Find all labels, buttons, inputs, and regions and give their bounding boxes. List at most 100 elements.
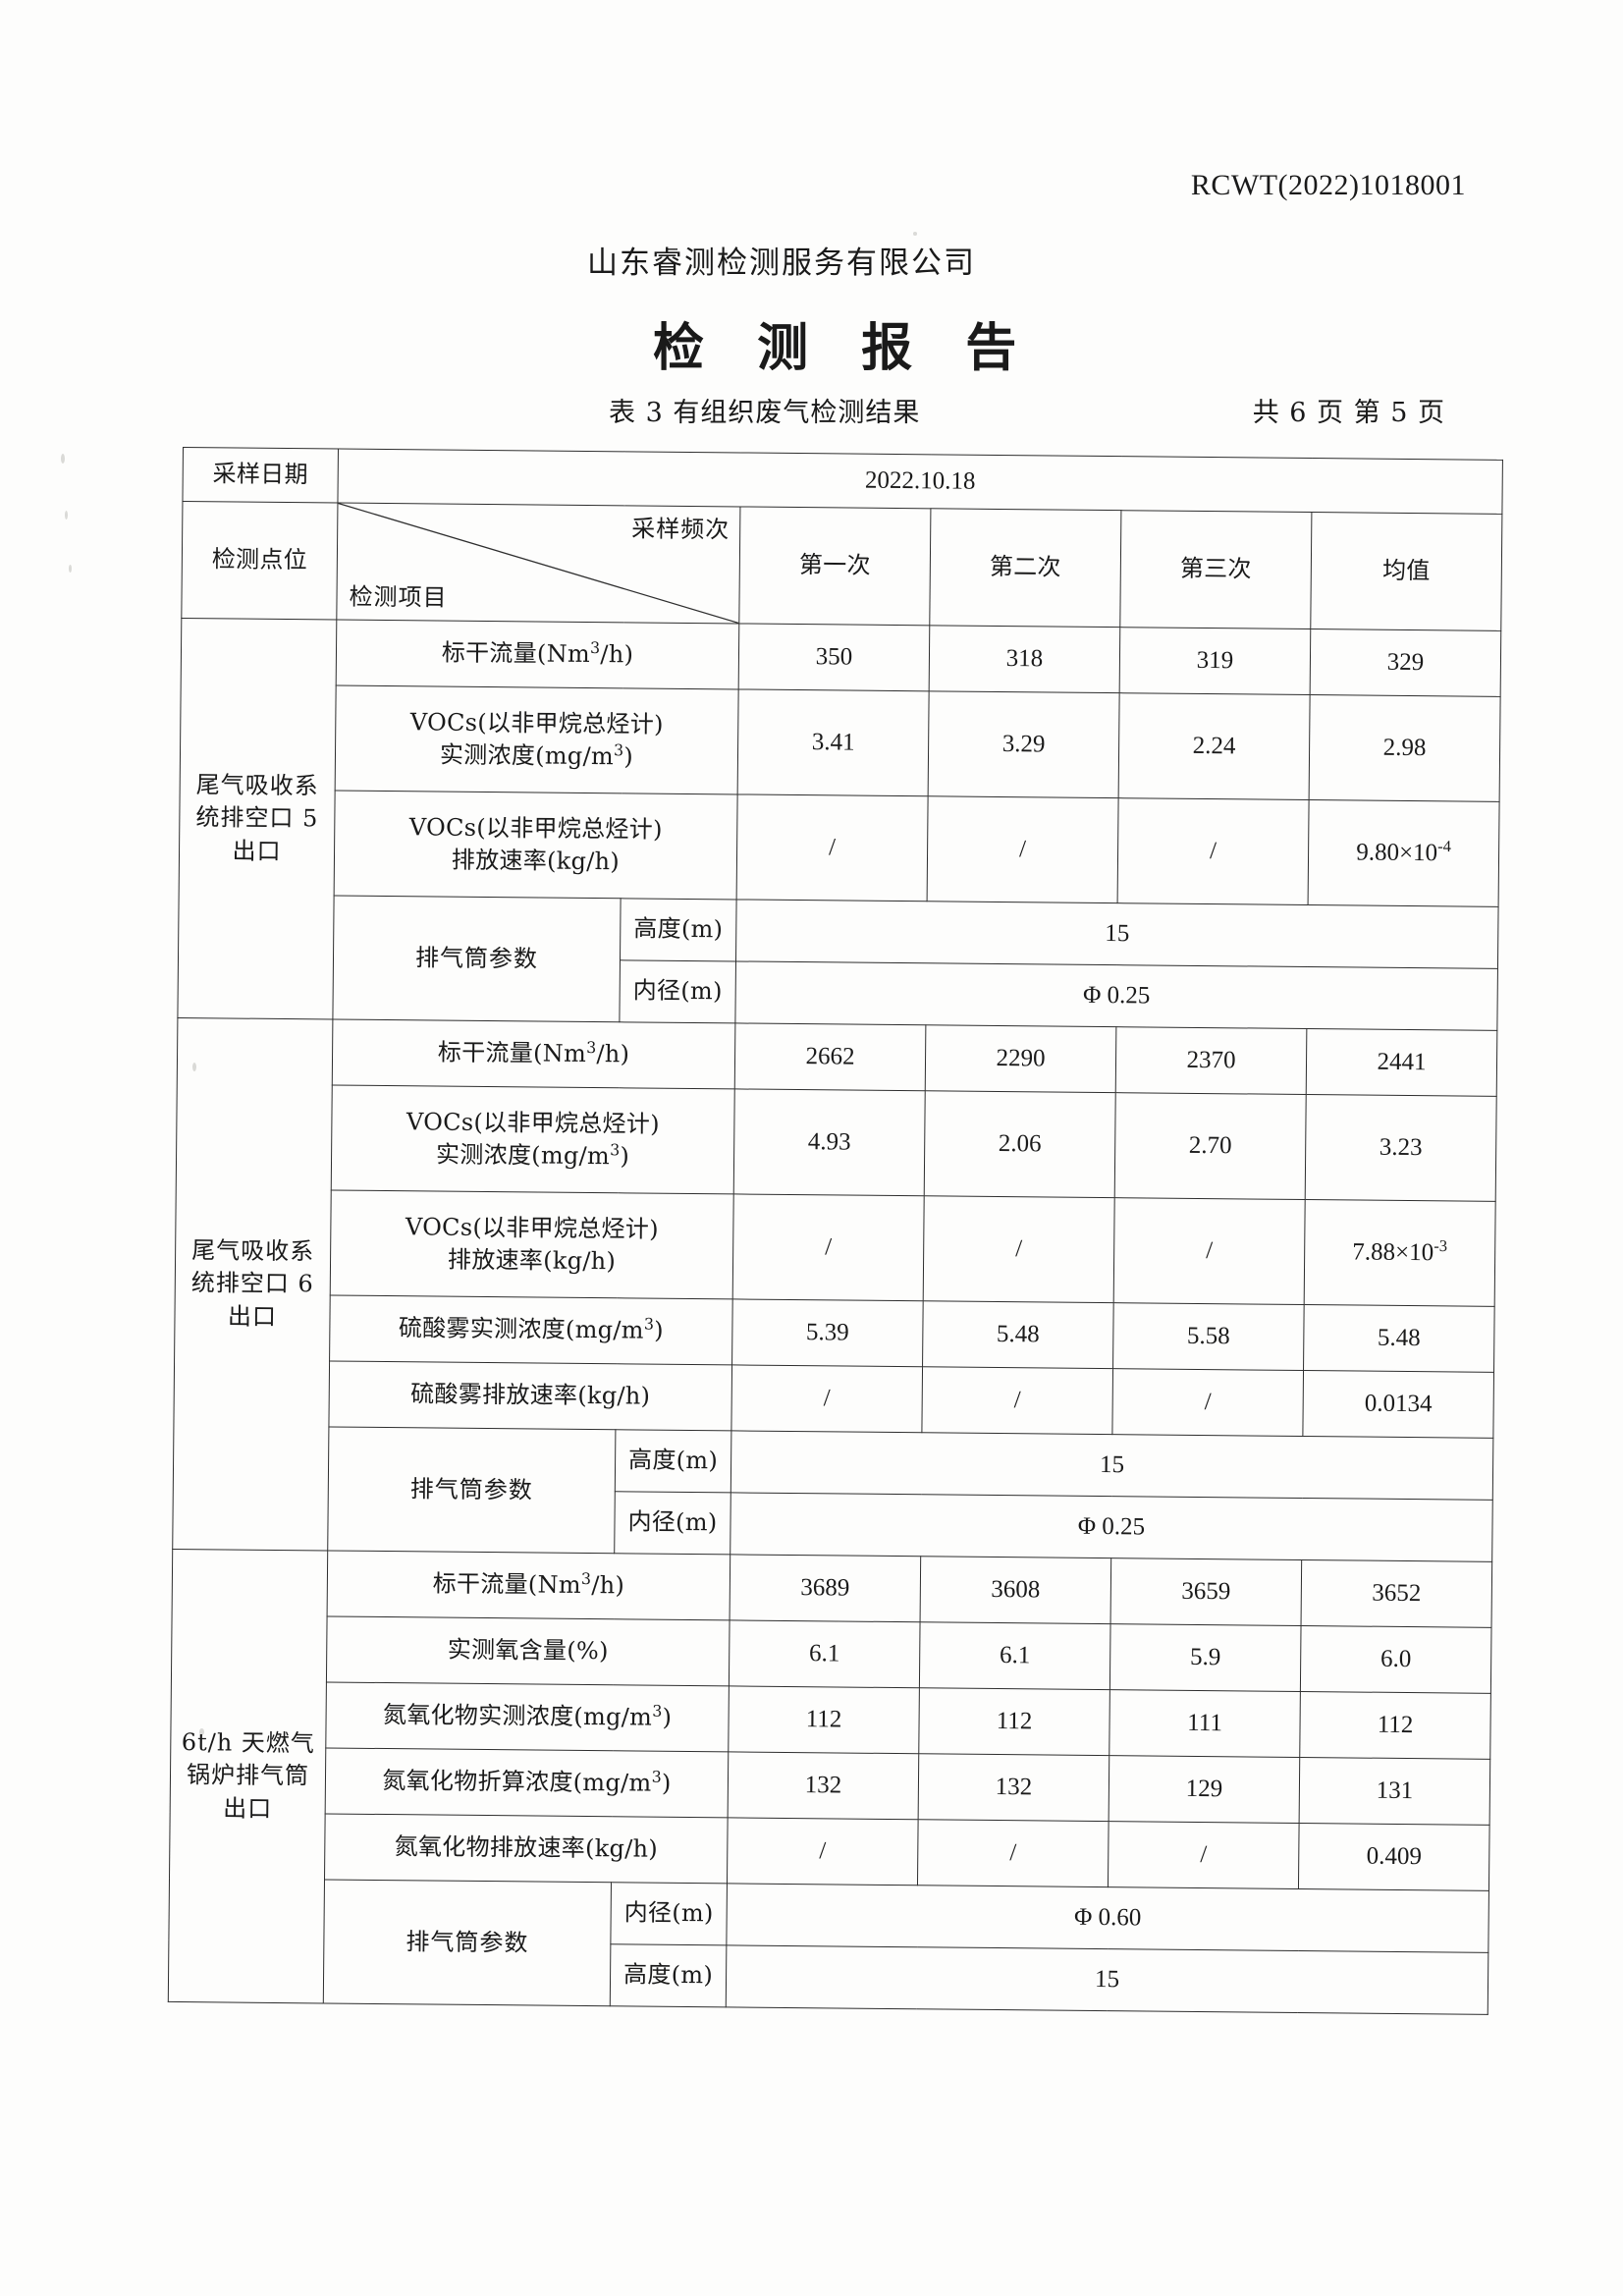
- detection-item-label: 检测项目: [349, 582, 448, 612]
- value-run-1: 112: [728, 1685, 920, 1754]
- column-header-2: 第二次: [929, 508, 1121, 628]
- column-header-3: 第三次: [1119, 510, 1312, 629]
- superscript: 3: [613, 740, 624, 760]
- value-run-2: 132: [918, 1753, 1109, 1822]
- value-average: 7.88×10-3: [1304, 1199, 1496, 1307]
- detection-item-name: 氮氧化物折算浓度(mg/m3): [325, 1747, 729, 1818]
- scan-speck: [69, 565, 72, 573]
- detection-item-name: VOCs(以非甲烷总烃计) 排放速率(kg/h): [334, 791, 738, 900]
- results-table-wrapper: 采样日期 2022.10.18 检测点位 采样频次 检测项目 第一次 第二次 第三次 均值 尾气吸…: [168, 447, 1503, 2015]
- value-run-1: /: [736, 793, 929, 902]
- report-number: RCWT(2022)1018001: [1190, 169, 1466, 201]
- table-row: VOCs(以非甲烷总烃计) 实测浓度(mg/m3) 3.41 3.29 2.24 2.98: [180, 683, 1501, 802]
- detection-item-name: 氮氧化物排放速率(kg/h): [324, 1813, 729, 1884]
- superscript: 3: [589, 638, 601, 658]
- superscript: 3: [586, 1038, 597, 1058]
- scan-speck: [192, 1063, 196, 1071]
- value-run-1: /: [727, 1817, 919, 1886]
- detection-point-2: 尾气吸收系统排空口 6 出口: [172, 1017, 333, 1551]
- table-row: VOCs(以非甲烷总烃计) 实测浓度(mg/m3) 4.93 2.06 2.70 3.23: [176, 1083, 1497, 1202]
- value-average: 131: [1299, 1757, 1490, 1826]
- value-run-3: 5.9: [1109, 1623, 1302, 1692]
- value-run-1: 2662: [734, 1022, 926, 1091]
- superscript: 3: [580, 1569, 592, 1589]
- scan-speck: [61, 454, 65, 464]
- superscript: 3: [651, 1768, 663, 1787]
- detection-item-name: 实测氧含量(%): [326, 1615, 730, 1686]
- scan-speck: [913, 232, 917, 236]
- stack-parameter-name: 内径(m): [614, 1491, 731, 1555]
- stack-parameter-value: 15: [735, 899, 1499, 969]
- table-row: 6t/h 天燃气锅炉排气筒出口 标干流量(Nm3/h) 3689 3608 3659 36…: [168, 1549, 1492, 2003]
- value-average: 3652: [1301, 1559, 1492, 1628]
- table-row: VOCs(以非甲烷总烃计) 排放速率(kg/h) / //7.88×10-3: [175, 1188, 1496, 1307]
- value-run-2: 3.29: [928, 690, 1120, 798]
- value-run-1: 6.1: [729, 1619, 921, 1688]
- value-average: 9.80×10-4: [1308, 799, 1500, 907]
- item-frequency-split-header: 采样频次 检测项目: [336, 503, 740, 624]
- value-run-3: 2370: [1115, 1026, 1307, 1095]
- value-run-1: /: [732, 1193, 925, 1301]
- item-line-1: VOCs(以非甲烷总烃计): [405, 1213, 659, 1243]
- superscript: 3: [610, 1140, 621, 1160]
- detection-item-name: 标干流量(Nm3/h): [336, 620, 739, 689]
- stack-parameter-label: 排气筒参数: [323, 1879, 612, 2006]
- item-line-2: 实测浓度(mg/m3): [439, 740, 634, 771]
- detection-point-3: 6t/h 天燃气锅炉排气筒出口: [168, 1549, 328, 2003]
- value-run-3: 2.70: [1114, 1092, 1307, 1200]
- stack-parameter-value: 15: [726, 1944, 1488, 2015]
- scan-speck: [65, 511, 68, 519]
- value-average: 6.0: [1300, 1625, 1492, 1694]
- value-run-2: 2290: [925, 1024, 1116, 1093]
- value-average: 0.0134: [1302, 1370, 1494, 1439]
- item-line-1: VOCs(以非甲烷总烃计): [408, 813, 663, 844]
- value-run-3: /: [1111, 1368, 1304, 1437]
- detection-item-name: 标干流量(Nm3/h): [332, 1018, 735, 1089]
- company-name: 山东睿测检测服务有限公司: [587, 246, 976, 281]
- value-run-1: 5.39: [731, 1298, 924, 1367]
- value-run-3: /: [1108, 1821, 1300, 1889]
- stack-parameter-label: 排气筒参数: [332, 896, 622, 1022]
- column-header-4: 均值: [1310, 512, 1502, 631]
- value-run-3: 319: [1119, 627, 1311, 695]
- stack-parameter-row: 排气筒参数 高度(m) 15: [173, 1425, 1493, 1554]
- value-run-1: 132: [728, 1751, 919, 1820]
- stack-parameter-name: 高度(m): [610, 1943, 727, 2007]
- stack-parameter-name: 高度(m): [620, 898, 737, 961]
- detection-item-name: 氮氧化物实测浓度(mg/m3): [325, 1681, 730, 1752]
- value-run-3: /: [1117, 797, 1310, 905]
- column-header-1: 第一次: [738, 506, 931, 626]
- table-row: 实测氧含量(%) 6.1 6.1 5.9 6.0: [171, 1614, 1492, 1694]
- value-run-3: 3659: [1110, 1558, 1302, 1626]
- detection-item-name: VOCs(以非甲烷总烃计) 实测浓度(mg/m3): [335, 685, 739, 794]
- value-run-1: 3.41: [737, 688, 930, 796]
- value-run-3: 2.24: [1118, 692, 1311, 800]
- detection-point-label: 检测点位: [181, 501, 338, 621]
- column-header-row: 检测点位 采样频次 检测项目 第一次 第二次 第三次 均值: [181, 501, 1502, 631]
- value-run-2: 2.06: [924, 1090, 1116, 1198]
- value-average: 3.23: [1305, 1094, 1497, 1202]
- table-row: 氮氧化物折算浓度(mg/m3) 132 132 129 131: [170, 1746, 1490, 1826]
- detection-item-name: VOCs(以非甲烷总烃计) 实测浓度(mg/m3): [331, 1084, 735, 1194]
- item-line-2: 排放速率(kg/h): [447, 1245, 617, 1276]
- table-row: VOCs(以非甲烷总烃计) 排放速率(kg/h) / //9.80×10-4: [179, 789, 1500, 907]
- subtitle-row: 表 3 有组织废气检测结果 共 6 页 第 5 页: [609, 391, 1473, 429]
- detection-point-1: 尾气吸收系统排空口 5 出口: [177, 618, 337, 1019]
- diagonal-divider-line: [337, 504, 739, 624]
- table-row: 尾气吸收系统排空口 6 出口 标干流量(Nm3/h) 2662 2290 2370 244…: [172, 1017, 1497, 1551]
- superscript: 3: [652, 1702, 663, 1722]
- superscript: -3: [1434, 1235, 1448, 1255]
- value-average: 112: [1299, 1691, 1491, 1760]
- stack-parameter-name: 高度(m): [615, 1429, 731, 1493]
- value-run-3: 111: [1109, 1689, 1301, 1758]
- stack-parameter-value: Φ 0.25: [734, 960, 1498, 1031]
- detection-item-name: 硫酸雾实测浓度(mg/m3): [329, 1294, 733, 1365]
- value-run-3: 5.58: [1112, 1302, 1305, 1371]
- stack-parameter-value: 15: [730, 1430, 1493, 1501]
- detection-item-name: VOCs(以非甲烷总烃计) 排放速率(kg/h): [330, 1189, 734, 1299]
- stack-parameter-name: 内径(m): [619, 959, 736, 1023]
- table-row: 硫酸雾排放速率(kg/h) / //0.0134: [174, 1359, 1494, 1439]
- item-line-1: VOCs(以非甲烷总烃计): [409, 708, 664, 738]
- stack-parameter-value: Φ 0.60: [726, 1883, 1489, 1953]
